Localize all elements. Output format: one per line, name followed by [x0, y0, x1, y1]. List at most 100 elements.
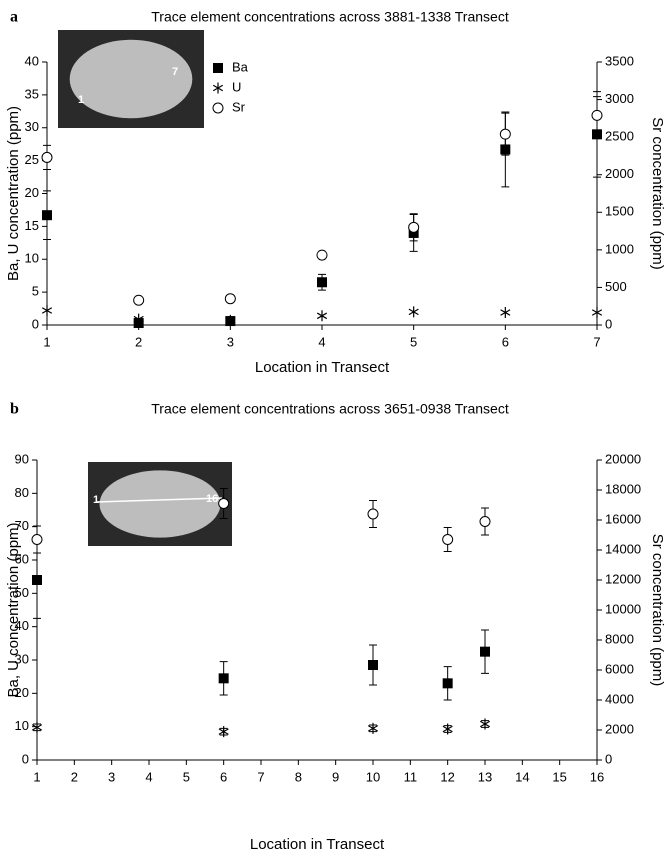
data-point	[41, 305, 53, 317]
y2-tick-label: 2000	[605, 166, 634, 181]
data-point	[218, 726, 229, 738]
y2-tick-label: 6000	[605, 661, 634, 676]
y2-tick-label: 0	[605, 316, 612, 331]
y2-tick-label: 3000	[605, 91, 634, 106]
y-axis-label: Ba, U concentration (ppm)	[5, 106, 22, 281]
y-tick-label: 60	[15, 551, 29, 566]
y-tick-label: 40	[25, 53, 39, 68]
y-tick-label: 10	[15, 718, 29, 733]
y2-axis-label: Sr concentration (ppm)	[649, 534, 666, 687]
data-point	[224, 293, 236, 305]
data-point	[133, 294, 145, 306]
x-tick-label: 1	[43, 334, 50, 349]
x-tick-label: 13	[478, 769, 492, 784]
y-tick-label: 20	[15, 685, 29, 700]
x-tick-label: 14	[515, 769, 529, 784]
x-tick-label: 3	[227, 334, 234, 349]
x-tick-label: 11	[404, 769, 418, 784]
y2-tick-label: 1500	[605, 204, 634, 219]
inset-specimen	[99, 470, 221, 538]
y2-tick-label: 4000	[605, 691, 634, 706]
y-tick-label: 90	[15, 451, 29, 466]
y2-tick-label: 0	[605, 751, 612, 766]
y2-tick-label: 1000	[605, 241, 634, 256]
y2-tick-label: 2000	[605, 721, 634, 736]
y-axis-label: Ba, U concentration (ppm)	[5, 522, 22, 697]
x-tick-label: 2	[135, 334, 142, 349]
data-point	[317, 277, 327, 288]
data-point	[591, 109, 603, 121]
data-point	[32, 575, 42, 585]
inset-label: 1	[78, 94, 84, 106]
inset-label: 7	[172, 66, 178, 78]
y-tick-label: 50	[15, 585, 29, 600]
x-axis-label: Location in Transect	[250, 836, 385, 853]
data-point	[591, 307, 603, 319]
x-tick-label: 12	[440, 769, 454, 784]
y2-tick-label: 16000	[605, 511, 641, 526]
x-tick-label: 2	[71, 769, 78, 784]
data-point	[368, 660, 378, 670]
x-tick-label: 5	[183, 769, 190, 784]
x-tick-label: 7	[593, 334, 600, 349]
chart-title: Trace element concentrations across 3881…	[151, 9, 509, 25]
y-tick-label: 10	[25, 251, 39, 266]
data-point	[31, 721, 43, 733]
legend-label: U	[232, 79, 241, 94]
data-point	[41, 151, 53, 163]
y2-tick-label: 18000	[605, 481, 641, 496]
x-axis-label: Location in Transect	[255, 359, 390, 376]
y-tick-label: 30	[25, 119, 39, 134]
legend-label: Ba	[232, 59, 249, 74]
x-tick-label: 7	[257, 769, 264, 784]
data-point	[367, 508, 379, 520]
y-tick-label: 35	[25, 86, 39, 101]
y2-tick-label: 10000	[605, 601, 641, 616]
legend-marker	[212, 82, 224, 94]
data-point	[316, 310, 328, 322]
inset-specimen	[69, 39, 193, 119]
data-point	[442, 678, 453, 689]
data-point	[31, 534, 43, 545]
data-point	[133, 313, 144, 325]
inset-transect	[95, 497, 223, 503]
y2-tick-label: 8000	[605, 631, 634, 646]
x-tick-label: 4	[145, 769, 152, 784]
x-tick-label: 1	[33, 769, 40, 784]
data-point	[479, 516, 491, 527]
y-tick-label: 80	[15, 485, 29, 500]
data-point	[442, 534, 454, 545]
y2-axis-label: Sr concentration (ppm)	[649, 117, 666, 270]
y-tick-label: 70	[15, 518, 29, 533]
x-tick-label: 16	[590, 769, 604, 784]
legend-marker	[212, 102, 224, 114]
y2-tick-label: 20000	[605, 451, 641, 466]
y-tick-label: 25	[25, 152, 39, 167]
legend-marker	[213, 63, 223, 73]
data-point	[218, 498, 230, 509]
y2-tick-label: 2500	[605, 129, 634, 144]
x-tick-label: 5	[410, 334, 417, 349]
y-tick-label: 0	[32, 316, 39, 331]
y-tick-label: 5	[32, 284, 39, 299]
data-point	[499, 128, 511, 140]
chart-title: Trace element concentrations across 3651…	[151, 401, 509, 417]
x-tick-label: 6	[502, 334, 509, 349]
data-point	[316, 249, 328, 261]
data-point	[442, 723, 453, 735]
x-tick-label: 15	[552, 769, 566, 784]
legend-label: Sr	[232, 99, 246, 114]
y2-tick-label: 12000	[605, 571, 641, 586]
inset-label: 1	[93, 494, 99, 506]
data-point	[408, 306, 419, 318]
panel-letter: b	[10, 401, 19, 418]
y2-tick-label: 3500	[605, 53, 634, 68]
x-tick-label: 3	[108, 769, 115, 784]
data-point	[480, 646, 490, 657]
x-tick-label: 4	[318, 334, 325, 349]
data-point	[479, 718, 491, 730]
y-tick-label: 20	[25, 185, 39, 200]
data-point	[500, 307, 511, 319]
x-tick-label: 10	[366, 769, 380, 784]
